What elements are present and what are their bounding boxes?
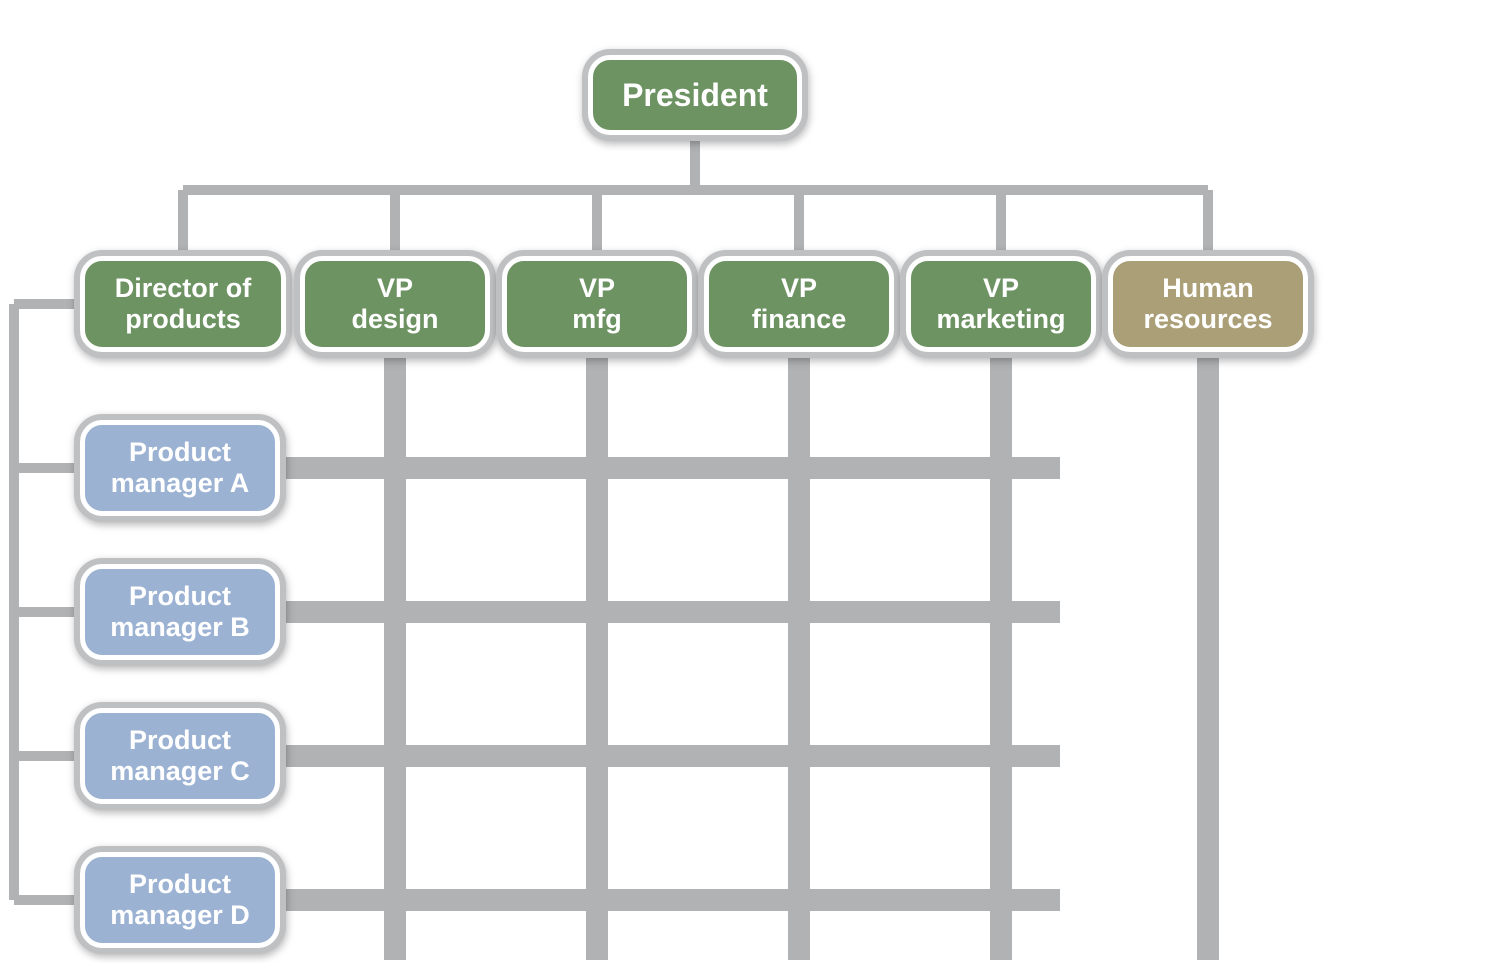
node-label: Product manager C <box>110 725 250 787</box>
org-chart-diagram: President Director of products VP design VP… <box>0 0 1492 963</box>
node-vp-mfg: VP mfg <box>502 256 692 352</box>
node-label: Product manager A <box>111 437 250 499</box>
node-label: VP finance <box>752 273 847 335</box>
node-hr: Human resources <box>1108 256 1308 352</box>
node-pm-a: Product manager A <box>80 420 280 516</box>
node-pm-d: Product manager D <box>80 852 280 948</box>
node-vp-design: VP design <box>300 256 490 352</box>
node-pm-b: Product manager B <box>80 564 280 660</box>
node-dir-prod: Director of products <box>80 256 286 352</box>
node-vp-fin: VP finance <box>704 256 894 352</box>
node-label: Director of products <box>115 273 252 335</box>
node-label: Product manager D <box>110 869 250 931</box>
node-label: VP marketing <box>936 273 1065 335</box>
node-label: Human resources <box>1143 273 1272 335</box>
node-label: VP mfg <box>572 273 622 335</box>
node-label: VP design <box>351 273 438 335</box>
node-vp-mkt: VP marketing <box>906 256 1096 352</box>
node-label: President <box>622 77 768 114</box>
node-pm-c: Product manager C <box>80 708 280 804</box>
node-label: Product manager B <box>110 581 250 643</box>
node-president: President <box>588 55 802 135</box>
